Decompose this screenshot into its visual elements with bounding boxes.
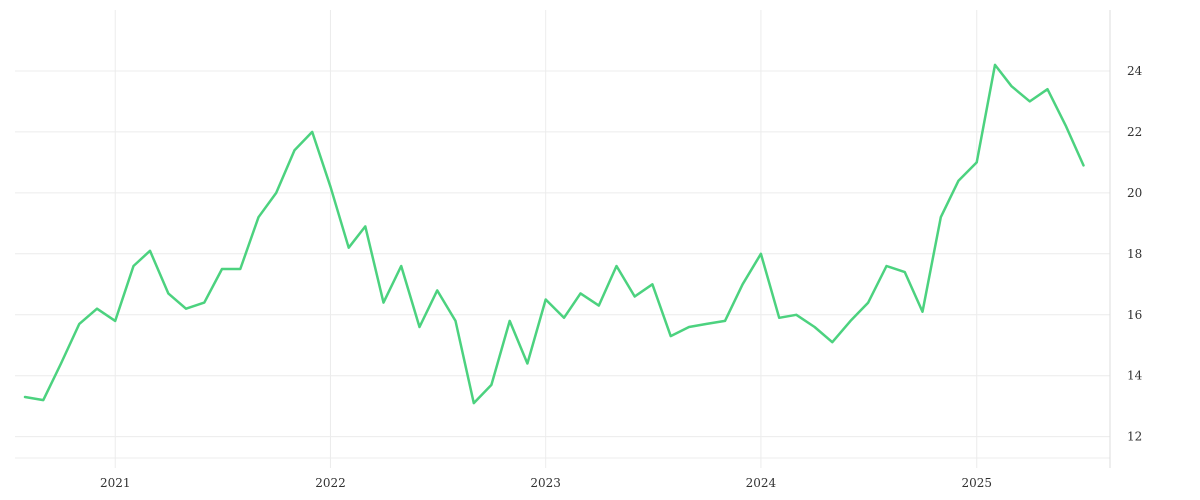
y-tick-label: 16 [1127,308,1142,322]
y-tick-label: 20 [1127,186,1142,200]
series-line [23,63,1085,405]
y-tick-label: 12 [1127,430,1142,444]
x-tick-label: 2022 [315,476,346,490]
y-tick-label: 24 [1127,64,1143,78]
x-tick-label: 2021 [100,476,131,490]
x-tick-label: 2023 [530,476,561,490]
x-tick-label: 2024 [746,476,777,490]
grid [15,10,1110,468]
y-tick-label: 14 [1127,369,1143,383]
series-layer [23,63,1085,405]
x-tick-label: 2025 [961,476,992,490]
y-tick-label: 22 [1127,125,1142,139]
y-tick-label: 18 [1127,247,1142,261]
